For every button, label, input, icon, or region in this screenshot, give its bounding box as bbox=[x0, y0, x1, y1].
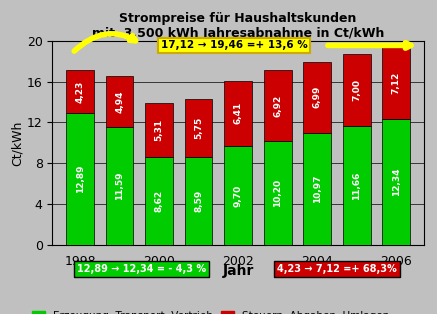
Bar bbox=[106, 76, 133, 127]
Bar bbox=[224, 146, 252, 245]
Bar bbox=[382, 46, 410, 119]
Bar bbox=[224, 80, 252, 146]
Title: Strompreise für Haushaltskunden
mit  3.500 kWh Jahresabnahme in Ct/kWh: Strompreise für Haushaltskunden mit 3.50… bbox=[92, 12, 385, 40]
Text: 11,66: 11,66 bbox=[352, 171, 361, 200]
Bar bbox=[343, 55, 371, 126]
Bar bbox=[264, 70, 291, 141]
Text: 12,89 → 12,34 = - 4,3 %: 12,89 → 12,34 = - 4,3 % bbox=[77, 264, 206, 274]
Bar bbox=[303, 62, 331, 133]
Text: 10,20: 10,20 bbox=[273, 179, 282, 207]
Text: 5,31: 5,31 bbox=[155, 119, 163, 141]
Text: 4,23 → 7,12 =+ 68,3%: 4,23 → 7,12 =+ 68,3% bbox=[277, 264, 397, 274]
Bar bbox=[66, 70, 94, 113]
Bar bbox=[303, 133, 331, 245]
Text: 10,97: 10,97 bbox=[313, 175, 322, 203]
Text: 8,59: 8,59 bbox=[194, 190, 203, 212]
Text: 7,00: 7,00 bbox=[352, 79, 361, 101]
Text: 11,59: 11,59 bbox=[115, 171, 124, 200]
Text: 6,92: 6,92 bbox=[273, 95, 282, 116]
Bar bbox=[264, 141, 291, 245]
Y-axis label: Ct/kWh: Ct/kWh bbox=[11, 120, 24, 165]
Text: 5,75: 5,75 bbox=[194, 117, 203, 139]
Text: Jahr: Jahr bbox=[222, 264, 254, 278]
Text: 6,41: 6,41 bbox=[234, 102, 243, 124]
Text: 6,99: 6,99 bbox=[313, 86, 322, 109]
Text: 12,34: 12,34 bbox=[392, 168, 401, 196]
Bar bbox=[146, 103, 173, 157]
Text: 4,94: 4,94 bbox=[115, 90, 124, 113]
Text: 8,62: 8,62 bbox=[155, 190, 163, 212]
Bar bbox=[185, 157, 212, 245]
Bar bbox=[382, 119, 410, 245]
Bar bbox=[66, 113, 94, 245]
Text: 12,89: 12,89 bbox=[76, 165, 85, 193]
Bar bbox=[185, 99, 212, 157]
Bar bbox=[106, 127, 133, 245]
Bar bbox=[343, 126, 371, 245]
Bar bbox=[146, 157, 173, 245]
Text: 4,23: 4,23 bbox=[76, 81, 85, 103]
Legend: Erzeugung, Transport, Vertrieb, Steuern, Abgaben, Umlagen: Erzeugung, Transport, Vertrieb, Steuern,… bbox=[28, 307, 393, 314]
Text: 7,12: 7,12 bbox=[392, 72, 401, 94]
Text: 17,12 → 19,46 =+ 13,6 %: 17,12 → 19,46 =+ 13,6 % bbox=[161, 41, 308, 51]
Text: 9,70: 9,70 bbox=[234, 184, 243, 207]
